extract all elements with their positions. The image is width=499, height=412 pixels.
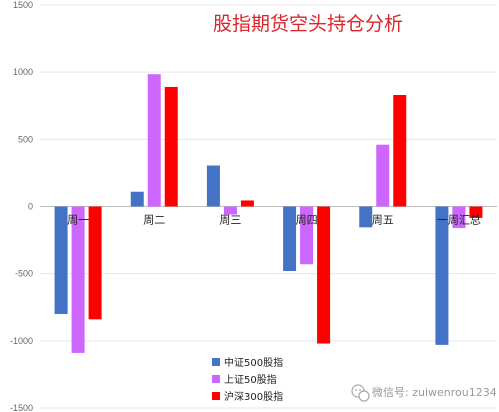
y-tick-label: -500 bbox=[15, 269, 33, 279]
legend-swatch bbox=[212, 392, 220, 400]
bar bbox=[71, 206, 85, 353]
bar bbox=[469, 206, 483, 218]
bar bbox=[147, 74, 161, 207]
x-category-label: 周三 bbox=[219, 214, 241, 227]
watermark-text: 微信号: zuiwenrou1234 bbox=[372, 385, 497, 399]
y-tick-label: -1500 bbox=[10, 403, 33, 412]
bar bbox=[317, 206, 331, 344]
y-tick-label: 1500 bbox=[13, 0, 33, 10]
bar bbox=[359, 206, 373, 228]
bar bbox=[283, 206, 297, 271]
legend-label: 上证50股指 bbox=[224, 373, 277, 386]
legend-swatch bbox=[212, 358, 220, 366]
bar bbox=[206, 165, 220, 207]
y-tick-label: 1000 bbox=[13, 67, 33, 77]
bar bbox=[452, 206, 466, 228]
bar bbox=[223, 206, 237, 215]
y-tick-label: -1000 bbox=[10, 336, 33, 346]
grid bbox=[40, 4, 497, 409]
legend-label: 沪深300股指 bbox=[224, 390, 283, 403]
x-category-label: 周五 bbox=[372, 214, 394, 227]
y-tick-label: 500 bbox=[18, 134, 33, 144]
chart-title: 股指期货空头持仓分析 bbox=[213, 13, 403, 35]
legend-label: 中证500股指 bbox=[224, 356, 283, 369]
bar bbox=[164, 86, 178, 207]
legend-swatch bbox=[212, 375, 220, 383]
x-category-label: 周四 bbox=[296, 214, 318, 227]
bar bbox=[130, 191, 144, 207]
watermark: 微信号: zuiwenrou1234 bbox=[351, 384, 497, 402]
x-category-label: 一周汇总 bbox=[437, 213, 481, 227]
x-category-label: 周二 bbox=[143, 214, 165, 227]
bar bbox=[376, 144, 390, 207]
bar bbox=[393, 95, 407, 207]
bar bbox=[88, 206, 102, 320]
bar bbox=[435, 206, 449, 345]
y-tick-label: 0 bbox=[28, 202, 33, 212]
bars bbox=[54, 74, 483, 353]
x-category-label: 周一 bbox=[67, 214, 89, 227]
bar bbox=[54, 206, 68, 314]
y-axis: 1500 1000 500 0 -500 -1000 -1500 bbox=[10, 0, 33, 412]
x-axis: 周一 周二 周三 周四 周五 一周汇总 bbox=[67, 213, 481, 227]
bar bbox=[240, 200, 254, 207]
wechat-icon bbox=[351, 384, 370, 402]
bar bbox=[300, 206, 314, 265]
